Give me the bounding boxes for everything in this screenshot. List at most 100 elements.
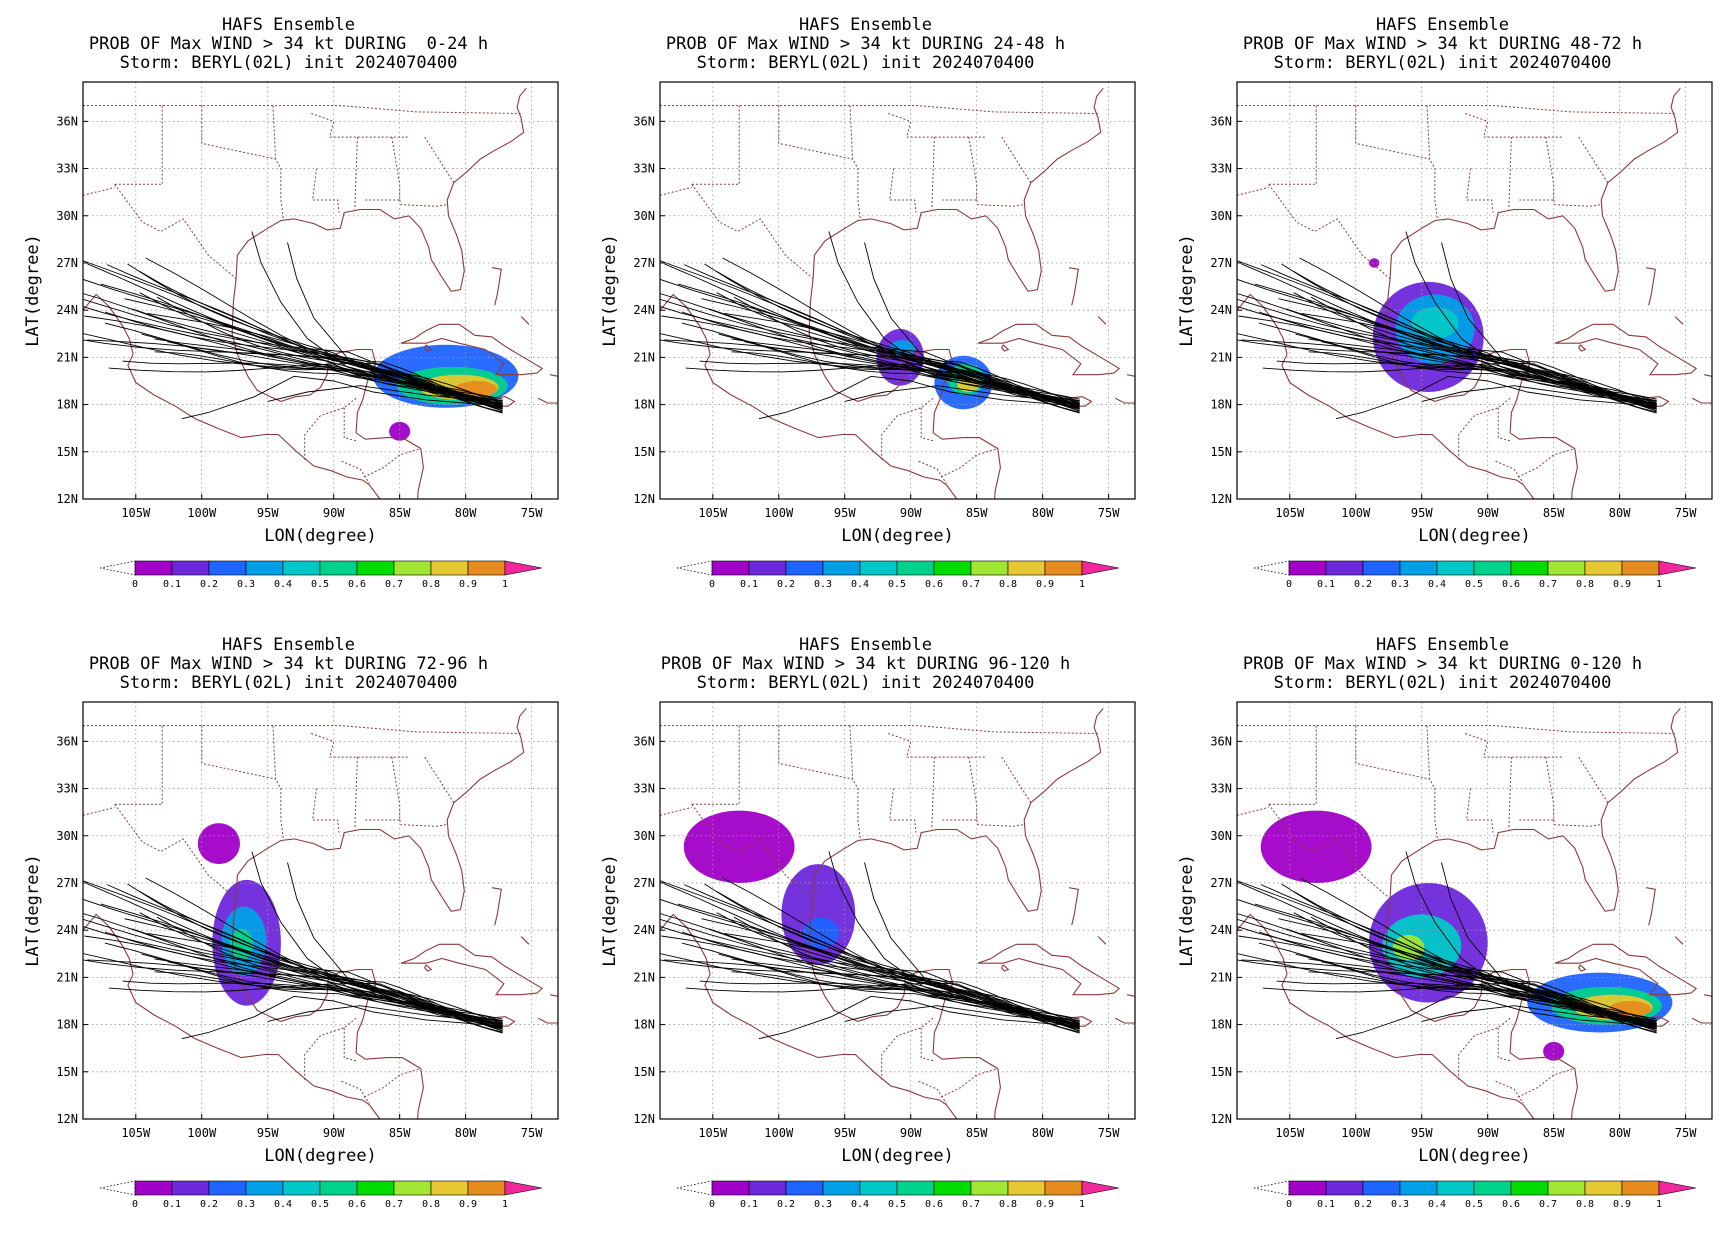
lon-tick-label: 80W [455, 506, 477, 520]
lat-tick-label: 30N [1210, 829, 1232, 843]
lat-tick-label: 21N [1210, 350, 1232, 364]
lat-tick-label: 15N [56, 445, 78, 459]
grid-lines [83, 702, 558, 1119]
y-axis-label: LAT(degree) [600, 854, 620, 967]
colorbar-box [748, 560, 787, 576]
panel-title-line1: HAFS Ensemble [1375, 15, 1510, 35]
lat-tick-label: 27N [633, 876, 655, 890]
colorbar-label: 0.4 [274, 1199, 292, 1210]
colorbar-box [356, 1180, 395, 1196]
track-28 [716, 891, 1080, 1025]
lon-tick-label: 95W [1411, 506, 1433, 520]
track-20 [1293, 912, 1657, 1022]
lat-tick-label: 36N [633, 734, 655, 748]
lon-tick-label: 75W [1675, 506, 1697, 520]
colorbar-box [282, 560, 321, 576]
ensemble-tracks [83, 851, 503, 1040]
track-22 [660, 918, 1080, 1027]
colorbar-label: 0.4 [851, 1199, 869, 1210]
colorbar-box [1436, 1180, 1475, 1196]
colorbar-label: 0.6 [348, 1199, 366, 1210]
lon-tick-label: 75W [1675, 1126, 1697, 1140]
lon-tick-label: 85W [966, 506, 988, 520]
colorbar-label: 0.6 [1502, 579, 1520, 590]
lon-tick-label: 90W [900, 1126, 922, 1140]
map-plot: 105W 100W 95W 90W 85W 80W 75W 12N 15N 18N 21N 24N 27… [23, 701, 559, 1210]
colorbar-label: 0.1 [740, 579, 758, 590]
colorbar-label: 0.1 [1317, 579, 1335, 590]
x-axis-label: LON(degree) [264, 526, 377, 546]
track-22 [1237, 918, 1657, 1027]
grid-lines [660, 702, 1135, 1119]
track-26 [660, 260, 1080, 412]
colorbar-label: 0.7 [962, 579, 980, 590]
track-29 [828, 851, 1080, 1029]
lon-tick-label: 75W [1098, 1126, 1120, 1140]
plot-frame [659, 701, 1136, 1120]
colorbar-box [1621, 1180, 1660, 1196]
colorbar-box [1288, 1180, 1327, 1196]
colorbar-label: 0.2 [777, 579, 795, 590]
colorbar-label: 0.6 [348, 579, 366, 590]
colorbar-label: 0.6 [1502, 1199, 1520, 1210]
colorbar: 0 0.1 0.2 0.3 0.4 0.5 0.6 0.7 0.8 0.9 1 [1253, 1180, 1697, 1210]
prob-region-4 [1368, 258, 1380, 268]
panel-3: HAFS Ensemble PROB OF Max WIND > 34 kt DU… [1154, 0, 1731, 620]
track-27 [106, 884, 503, 1028]
lon-tick-label: 100W [1341, 1126, 1371, 1140]
map-plot: 105W 100W 95W 90W 85W 80W 75W 12N 15N 18N 21N 24N 27… [600, 81, 1136, 590]
colorbar-label: 0.8 [422, 1199, 440, 1210]
panel-title: HAFS Ensemble PROB OF Max WIND > 34 kt DU… [1154, 636, 1731, 693]
coastlines [660, 707, 1135, 1119]
colorbar-label: 0 [1286, 1199, 1292, 1210]
lat-tick-label: 33N [56, 782, 78, 796]
track-20 [716, 292, 1080, 402]
lat-tick-label: 12N [56, 492, 78, 506]
lon-tick-label: 75W [1098, 506, 1120, 520]
track-22 [83, 298, 503, 407]
colorbar-box [933, 560, 972, 576]
y-axis-label: LAT(degree) [600, 234, 620, 347]
track-22 [660, 298, 1080, 407]
ensemble-tracks [83, 231, 503, 420]
colorbar-label: 0.3 [814, 579, 832, 590]
colorbar-box [1362, 1180, 1401, 1196]
lon-tick-label: 85W [389, 1126, 411, 1140]
colorbar-label: 1 [502, 1199, 508, 1210]
track-32 [1421, 385, 1657, 404]
political-borders [83, 105, 522, 484]
panel-title-line1: HAFS Ensemble [221, 635, 356, 655]
plot-frame [1236, 81, 1713, 500]
colorbar-box [785, 1180, 824, 1196]
lon-tick-label: 95W [1411, 1126, 1433, 1140]
colorbar-label: 0 [132, 579, 138, 590]
panel-title: HAFS Ensemble PROB OF Max WIND > 34 kt DU… [577, 16, 1154, 73]
political-borders [83, 725, 522, 1104]
y-axis-label: LAT(degree) [23, 854, 43, 967]
colorbar-label: 0.6 [925, 1199, 943, 1210]
lat-tick-label: 18N [1210, 398, 1232, 412]
track-26 [83, 880, 503, 1032]
panel-title-line2: PROB OF Max WIND > 34 kt DURING 0-24 h [88, 34, 489, 54]
y-axis-label: LAT(degree) [1177, 854, 1197, 967]
lat-tick-label: 30N [633, 209, 655, 223]
panel-title-line2: PROB OF Max WIND > 34 kt DURING 0-120 h [1242, 654, 1643, 674]
lat-tick-label: 30N [1210, 209, 1232, 223]
lat-tick-label: 30N [56, 209, 78, 223]
track-26 [660, 880, 1080, 1032]
colorbar-box [1325, 560, 1364, 576]
track-23 [87, 263, 503, 407]
lat-tick-label: 24N [1210, 923, 1232, 937]
colorbar-label: 0.5 [311, 1199, 329, 1210]
colorbar-box [467, 560, 506, 576]
track-26 [1237, 260, 1657, 412]
colorbar-box [785, 560, 824, 576]
colorbar-label: 0.5 [1465, 579, 1483, 590]
colorbar-box [171, 1180, 210, 1196]
colorbar-label: 0.3 [237, 579, 255, 590]
track-16 [124, 918, 503, 1030]
track-31 [1335, 995, 1657, 1040]
colorbar-box [245, 1180, 284, 1196]
colorbar-label: 0 [1286, 579, 1292, 590]
coastlines [83, 707, 558, 1119]
